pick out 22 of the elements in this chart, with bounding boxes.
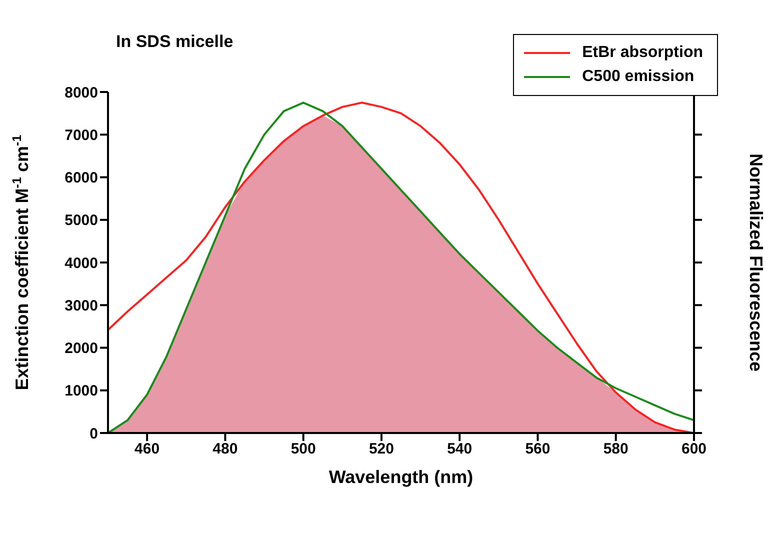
x-axis-title: Wavelength (nm) bbox=[328, 467, 474, 487]
x-tick-label: 460 bbox=[134, 440, 160, 458]
y-tick-label: 2000 bbox=[64, 340, 98, 358]
legend-label: C500 emission bbox=[582, 67, 694, 87]
y-tick-label: 4000 bbox=[64, 254, 98, 272]
y-tick-label: 8000 bbox=[64, 84, 98, 102]
x-tick-label: 520 bbox=[368, 440, 394, 458]
y-tick-label: 0 bbox=[90, 425, 98, 442]
text: In SDS micelle bbox=[116, 32, 234, 52]
x-tick-label: 580 bbox=[603, 440, 628, 458]
y-tick-label: 7000 bbox=[64, 126, 98, 144]
x-tick-label: 540 bbox=[447, 440, 472, 458]
x-tick-label: 560 bbox=[525, 440, 550, 458]
legend-label: EtBr absorption bbox=[582, 43, 703, 63]
y-tick-label: 6000 bbox=[64, 170, 98, 187]
x-tick-label: 500 bbox=[290, 440, 316, 458]
y-tick-label: 5000 bbox=[64, 212, 98, 230]
y2-axis-title: Normalized Fluorescence bbox=[746, 153, 766, 372]
y-tick-label: 1000 bbox=[64, 382, 98, 400]
x-tick-label: 600 bbox=[681, 440, 707, 458]
y-tick-label: 3000 bbox=[64, 297, 98, 314]
x-tick-label: 480 bbox=[212, 440, 238, 458]
